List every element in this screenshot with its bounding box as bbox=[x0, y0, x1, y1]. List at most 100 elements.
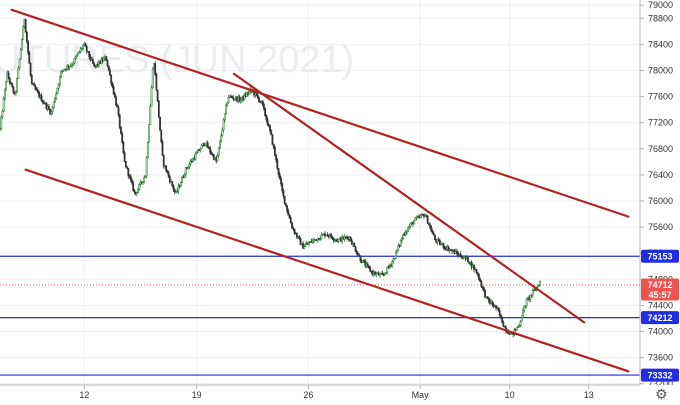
candle-body bbox=[277, 168, 280, 175]
trend-line-inner-trend[interactable] bbox=[232, 72, 586, 324]
price-tick-label: 78000 bbox=[648, 65, 673, 75]
trend-line-lower-channel[interactable] bbox=[24, 168, 630, 373]
candle-body bbox=[220, 135, 223, 142]
candle-body bbox=[390, 265, 392, 267]
candle-body bbox=[25, 31, 28, 42]
candle-body bbox=[85, 46, 88, 52]
candle-body bbox=[187, 166, 190, 169]
candle-body bbox=[105, 56, 108, 61]
candle-body bbox=[308, 242, 311, 245]
candle-body bbox=[29, 63, 32, 76]
candle-body bbox=[282, 190, 285, 197]
candle-body bbox=[225, 105, 227, 115]
candle-body bbox=[321, 234, 324, 236]
candle-body bbox=[68, 66, 71, 68]
candle-body bbox=[394, 251, 397, 259]
candle-body bbox=[486, 296, 489, 299]
candle-body bbox=[304, 244, 307, 247]
candle-body bbox=[529, 294, 532, 300]
candle-body bbox=[396, 249, 398, 253]
candle-body bbox=[122, 141, 125, 154]
candle-body bbox=[478, 273, 480, 280]
bar-countdown-timer: 45:57 bbox=[648, 290, 671, 300]
candle-body bbox=[248, 91, 251, 95]
candle-body bbox=[460, 256, 463, 259]
candle-body bbox=[289, 217, 292, 224]
candle-body bbox=[133, 190, 136, 193]
level-badge-label: 73332 bbox=[647, 370, 672, 380]
candle-body bbox=[392, 258, 395, 262]
candle-body bbox=[40, 95, 43, 102]
candle-body bbox=[500, 314, 502, 318]
candle-body bbox=[427, 223, 430, 226]
candle-body bbox=[12, 86, 15, 93]
candle-body bbox=[399, 240, 402, 246]
level-badge bbox=[641, 311, 679, 325]
candle-body bbox=[401, 238, 403, 241]
candle-body bbox=[73, 58, 76, 64]
candle-body bbox=[269, 125, 271, 131]
candle-body bbox=[148, 124, 150, 143]
candle-body bbox=[431, 231, 434, 234]
candle-body bbox=[165, 165, 168, 172]
candle-body bbox=[523, 306, 526, 311]
candle-body bbox=[72, 62, 75, 66]
candle-body bbox=[107, 65, 110, 71]
candle-body bbox=[197, 149, 199, 153]
candle-body bbox=[221, 129, 224, 137]
candle-body bbox=[102, 57, 105, 62]
candle-body bbox=[539, 281, 541, 286]
candle-body bbox=[123, 152, 126, 162]
candle-body bbox=[386, 266, 389, 274]
candle-body bbox=[264, 108, 267, 116]
candle-body bbox=[10, 82, 12, 84]
price-tick-label: 76000 bbox=[648, 196, 673, 206]
candle-body bbox=[11, 83, 14, 88]
candle-body bbox=[256, 95, 259, 99]
candle-body bbox=[519, 321, 522, 326]
candle-body bbox=[111, 82, 114, 87]
candle-body bbox=[437, 239, 440, 241]
price-axis-background bbox=[640, 0, 680, 405]
candle-body bbox=[126, 166, 128, 169]
candle-body bbox=[383, 273, 386, 275]
candle-body bbox=[537, 285, 540, 287]
candle-body bbox=[280, 178, 282, 185]
last-price-badge bbox=[641, 278, 679, 301]
gear-icon[interactable]: ⚙ bbox=[655, 387, 668, 403]
candle-body bbox=[179, 182, 182, 187]
candle-body bbox=[150, 87, 153, 107]
candle-body bbox=[159, 116, 161, 131]
candle-body bbox=[272, 144, 275, 148]
candle-body bbox=[302, 243, 304, 249]
candle-body bbox=[156, 89, 159, 102]
candle-body bbox=[291, 222, 293, 229]
trend-lines[interactable] bbox=[10, 8, 630, 373]
price-tick-label: 75600 bbox=[648, 222, 673, 232]
candle-body bbox=[210, 151, 213, 155]
candle-body bbox=[189, 160, 192, 165]
candle-body bbox=[281, 183, 284, 192]
candle-body bbox=[167, 172, 170, 177]
candle-body bbox=[331, 236, 334, 240]
candle-body bbox=[233, 98, 236, 101]
candle-body bbox=[155, 73, 158, 91]
price-axis[interactable]: 79000 78800 78400 78000 77600 77200 76800 76400… bbox=[639, 0, 680, 405]
candle-body bbox=[287, 210, 290, 216]
candle-body bbox=[137, 188, 139, 194]
candle-body bbox=[116, 104, 119, 108]
candle-body bbox=[149, 105, 152, 126]
candle-body bbox=[34, 85, 37, 90]
candle-body bbox=[369, 267, 372, 272]
candle-body bbox=[397, 245, 400, 251]
candle-body bbox=[265, 115, 268, 120]
candle-body bbox=[232, 97, 235, 100]
trend-line-upper-channel[interactable] bbox=[10, 8, 630, 218]
candle-body bbox=[459, 253, 462, 258]
candle-body bbox=[154, 63, 157, 75]
candle-body bbox=[5, 81, 8, 90]
candle-body bbox=[118, 114, 121, 128]
time-axis[interactable]: 12 19 26 May 10 13 bbox=[0, 384, 680, 405]
candle-body bbox=[184, 167, 187, 176]
